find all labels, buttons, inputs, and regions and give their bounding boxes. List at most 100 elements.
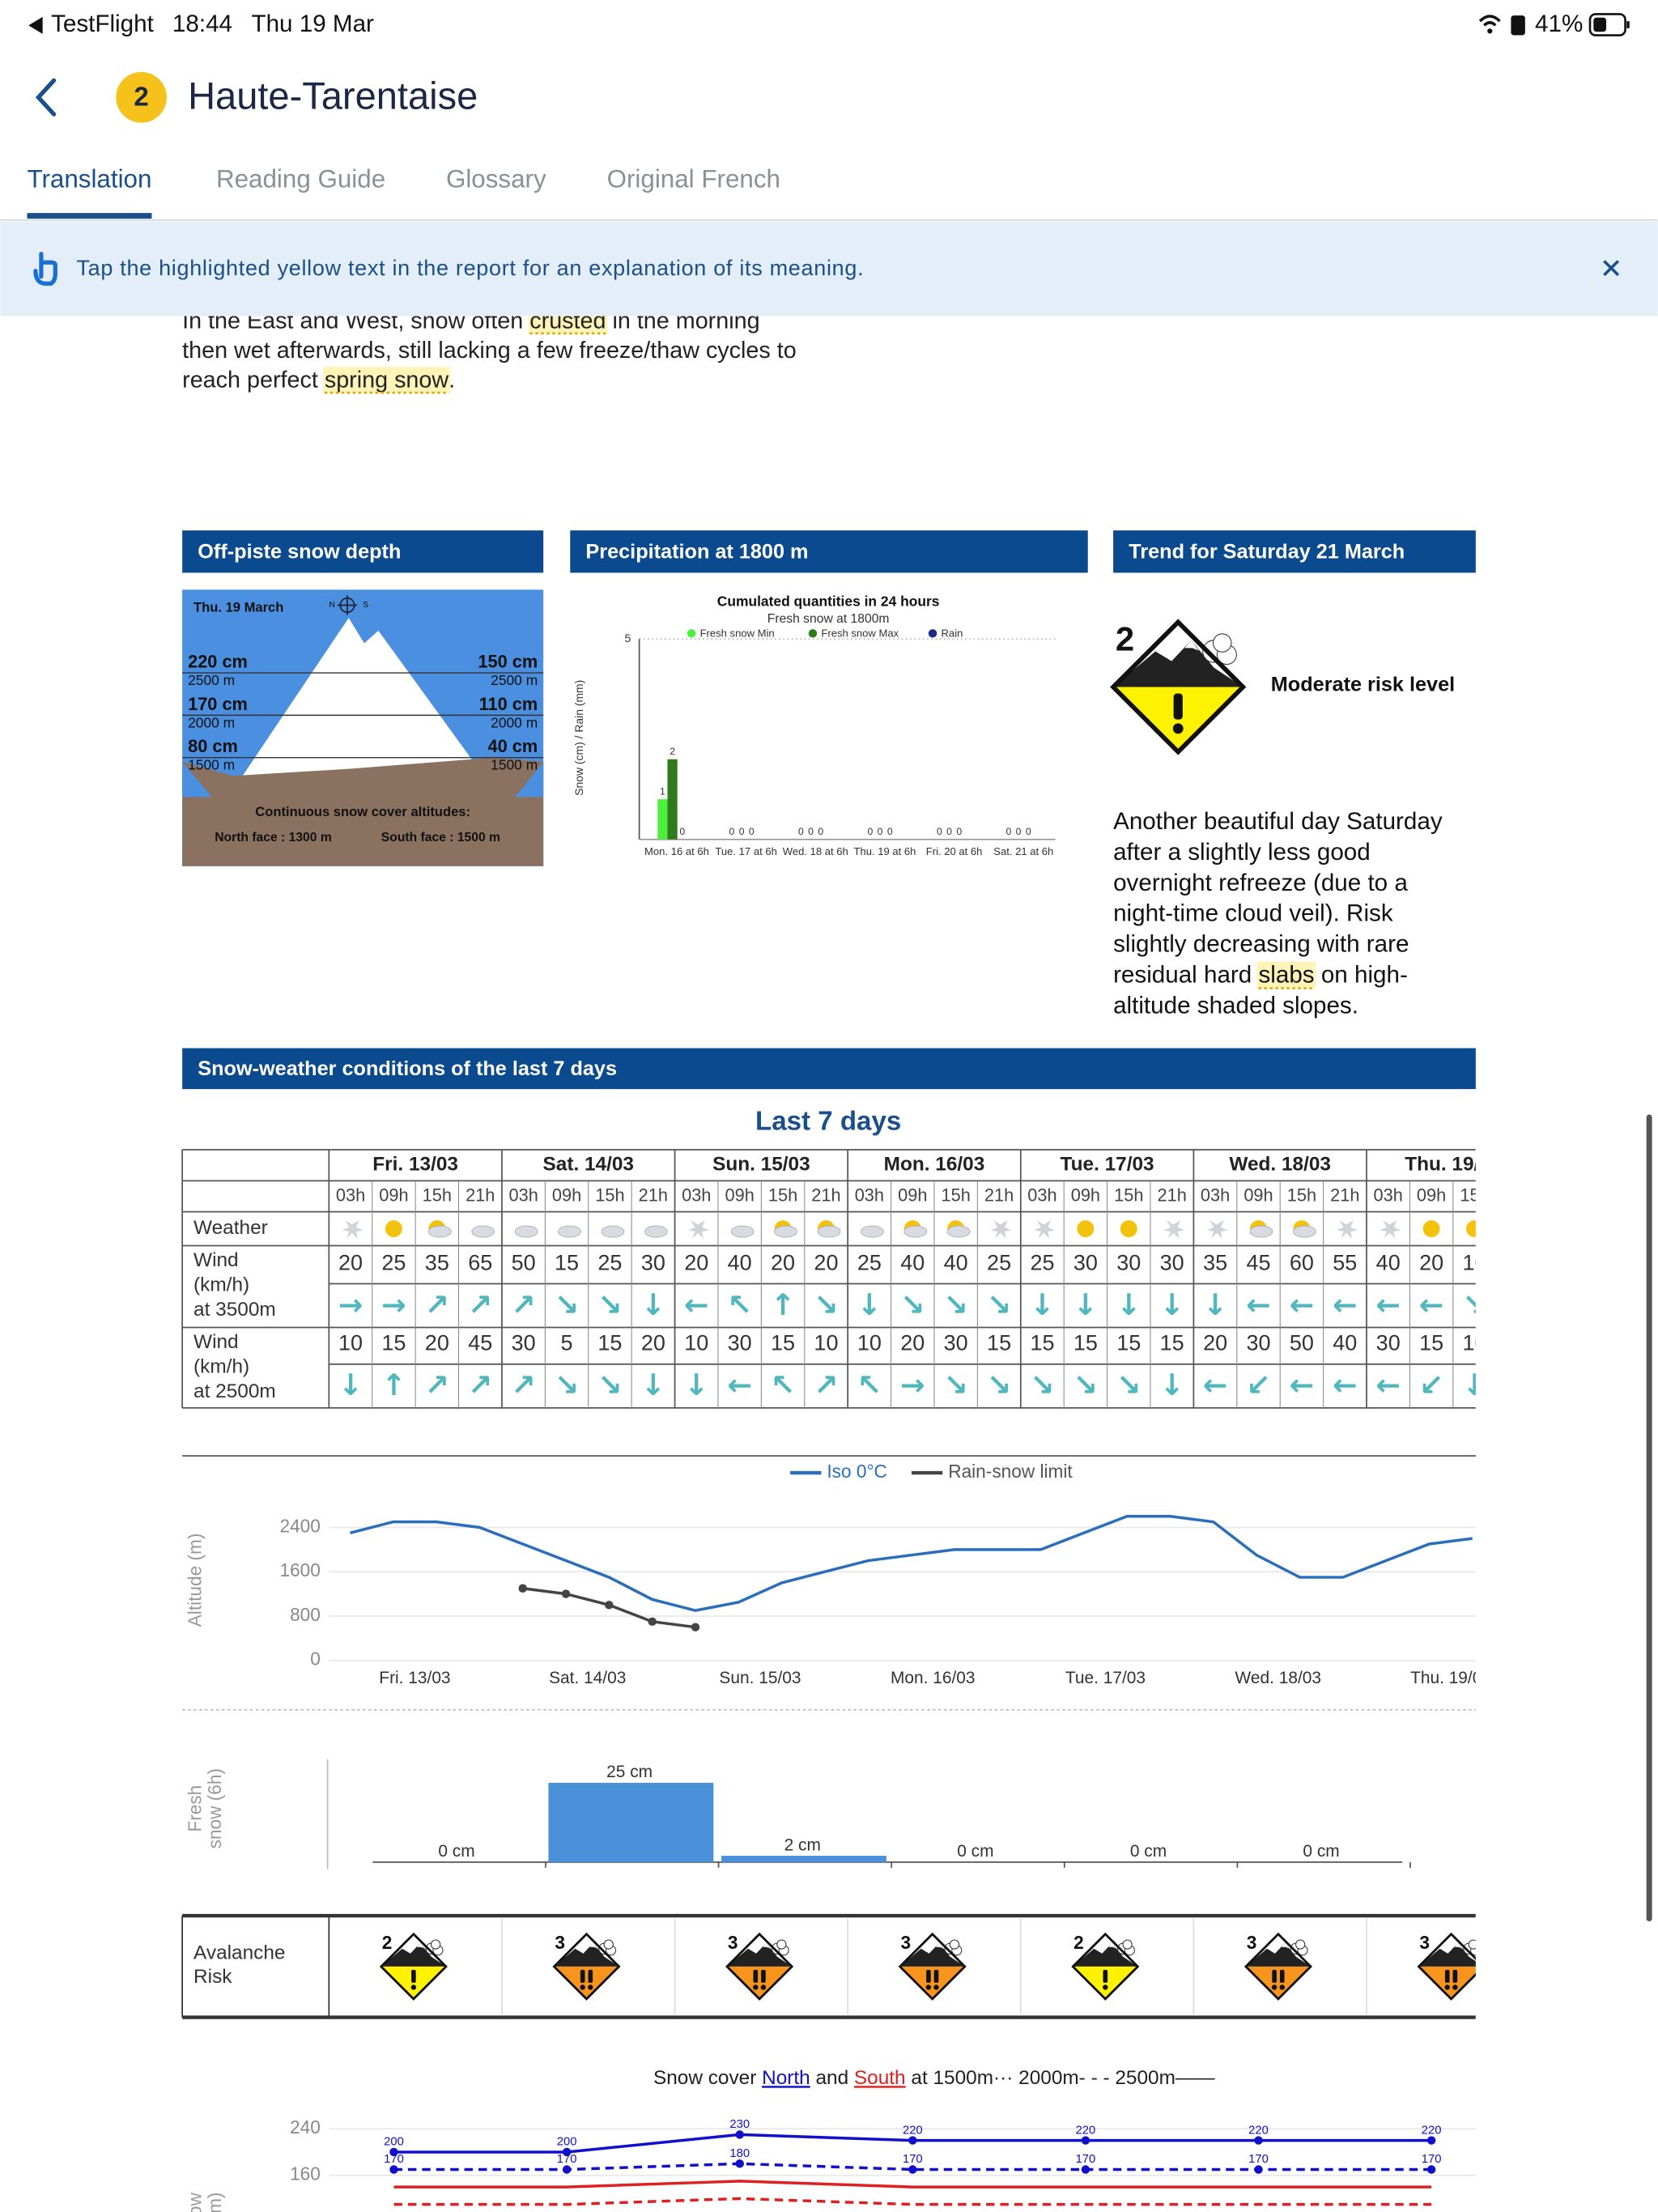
point [1081, 2136, 1090, 2145]
point [1426, 2165, 1436, 2174]
panel-title-bar [182, 530, 544, 573]
wind-speed: 30 [728, 1331, 752, 1355]
point [1254, 2165, 1263, 2174]
hour-label: 15h [423, 1185, 452, 1205]
wind-speed: 20 [771, 1250, 795, 1274]
icon-border [552, 1932, 621, 2001]
page-title: Haute-Tarentaise [188, 74, 478, 117]
icon-moon [1380, 1220, 1401, 1239]
text-span: crusted [529, 308, 606, 334]
icon-mountain [1418, 1942, 1476, 1967]
x-tick-label: Tue. 17/03 [1065, 1669, 1146, 1687]
value-label: 170 [557, 2153, 577, 2166]
trend-line: overnight refreeze (due to a [1113, 870, 1408, 896]
y-axis-label: depth (cm) [204, 2193, 225, 2212]
scrollbar[interactable] [1646, 1114, 1652, 1922]
icon-exclaim-dot [588, 1984, 593, 1990]
section-subtitle: Last 7 days [755, 1107, 901, 1137]
text-span: on high- [1315, 962, 1408, 989]
weather-icon [644, 1225, 668, 1238]
hour-label: 03h [336, 1185, 365, 1205]
icon-sun [1077, 1220, 1095, 1238]
point [691, 1623, 700, 1631]
icon-exclaim [411, 1969, 416, 1983]
back-app-icon[interactable] [28, 16, 43, 34]
risk-icon: 3 [552, 1932, 621, 2001]
risk-icon: 3 [898, 1932, 967, 2001]
icon-cloud [1249, 1225, 1273, 1238]
icon-mountain [1073, 1942, 1138, 1967]
text-span: reach perfect [182, 367, 325, 393]
row-label: Wind [193, 1249, 239, 1271]
hour-label: 09h [379, 1185, 408, 1205]
battery-level [1593, 17, 1607, 32]
x-tick-label: Fri. 13/03 [379, 1669, 450, 1687]
banner-close[interactable] [1603, 260, 1620, 276]
icon-exclaim-dot [760, 1984, 767, 1990]
status-date: Thu 19 Mar [252, 11, 375, 37]
tab[interactable]: Translation [27, 164, 151, 193]
trend-line: altitude shaded slopes. [1113, 993, 1358, 1019]
wind-speed: 20 [1419, 1250, 1443, 1274]
icon-exclaim [761, 1969, 766, 1983]
value-label: 170 [903, 2153, 923, 2166]
wind-direction: ↘ [1462, 1287, 1487, 1322]
bar [657, 799, 668, 840]
tab[interactable]: Original French [607, 164, 780, 193]
text-span: North [762, 2068, 810, 2090]
icon-cloud [427, 1225, 452, 1238]
tab[interactable]: Reading Guide [216, 164, 385, 193]
wind-direction: ↓ [641, 1287, 666, 1322]
icon-sun [1466, 1220, 1476, 1238]
battery-icon [1588, 13, 1626, 36]
weather-icon [687, 1220, 709, 1239]
weather-icon [558, 1225, 581, 1238]
icon-cloud [817, 1225, 841, 1238]
x-tick-label: Thu. 19 at 6h [854, 845, 916, 857]
risk-level-number: 3 [1247, 1932, 1257, 1953]
report-text: In the East and West, snow often crusted… [182, 308, 797, 394]
row-label: Weather [193, 1217, 268, 1239]
icon-cloud [644, 1225, 668, 1238]
day-header: Mon. 16/03 [884, 1154, 985, 1176]
icon-snowcap [1454, 1942, 1462, 1949]
legend-marker [808, 629, 818, 638]
icon-snowcap [763, 1942, 770, 1949]
risk-icon: 3 [1417, 1932, 1476, 2001]
icon-moon [342, 1220, 363, 1239]
y-tick-label: 5 [624, 632, 631, 644]
y-axis-label: Fresh [185, 1785, 206, 1832]
battery-tip [1626, 21, 1630, 28]
icon-cloud [860, 1225, 884, 1238]
icon-exclaim [588, 1969, 593, 1983]
wind-direction: ↘ [555, 1368, 580, 1402]
tab[interactable]: Glossary [446, 164, 546, 193]
risk-badge-number: 2 [134, 83, 148, 113]
back-button[interactable] [35, 78, 57, 117]
weather-icon [342, 1220, 363, 1239]
risk-level-number: 3 [555, 1932, 565, 1953]
icon-mountain [380, 1942, 446, 1967]
text-span: then wet afterwards, still lacking a few… [182, 337, 797, 363]
risk-level-number: 2 [1073, 1932, 1084, 1953]
altitude-right: 2000 m [491, 714, 538, 730]
chart-subtitle: Fresh snow at 1800m [767, 612, 890, 626]
icon-exclaim [933, 1969, 939, 1983]
wind-speed: 25 [597, 1250, 622, 1274]
wind-speed: 40 [944, 1250, 968, 1274]
day-header: Tue. 17/03 [1061, 1154, 1154, 1176]
point [735, 2159, 744, 2168]
x-tick-label: Wed. 18 at 6h [783, 845, 848, 857]
wind-direction: ↖ [727, 1287, 752, 1322]
icon-sun [385, 1220, 402, 1238]
wind-direction: → [900, 1368, 925, 1402]
status-app[interactable]: TestFlight [51, 11, 154, 37]
icon-cloud [774, 1225, 797, 1238]
value-label: 0 [937, 826, 942, 837]
icon-cloud [1122, 1939, 1133, 1950]
icon-exclaim [1173, 693, 1183, 720]
hour-label: 03h [855, 1185, 884, 1205]
precipitation-chart: Cumulated quantities in 24 hours Fresh sn… [572, 593, 1056, 857]
compass-n: N [329, 601, 335, 610]
wind-speed: 30 [1116, 1250, 1141, 1274]
